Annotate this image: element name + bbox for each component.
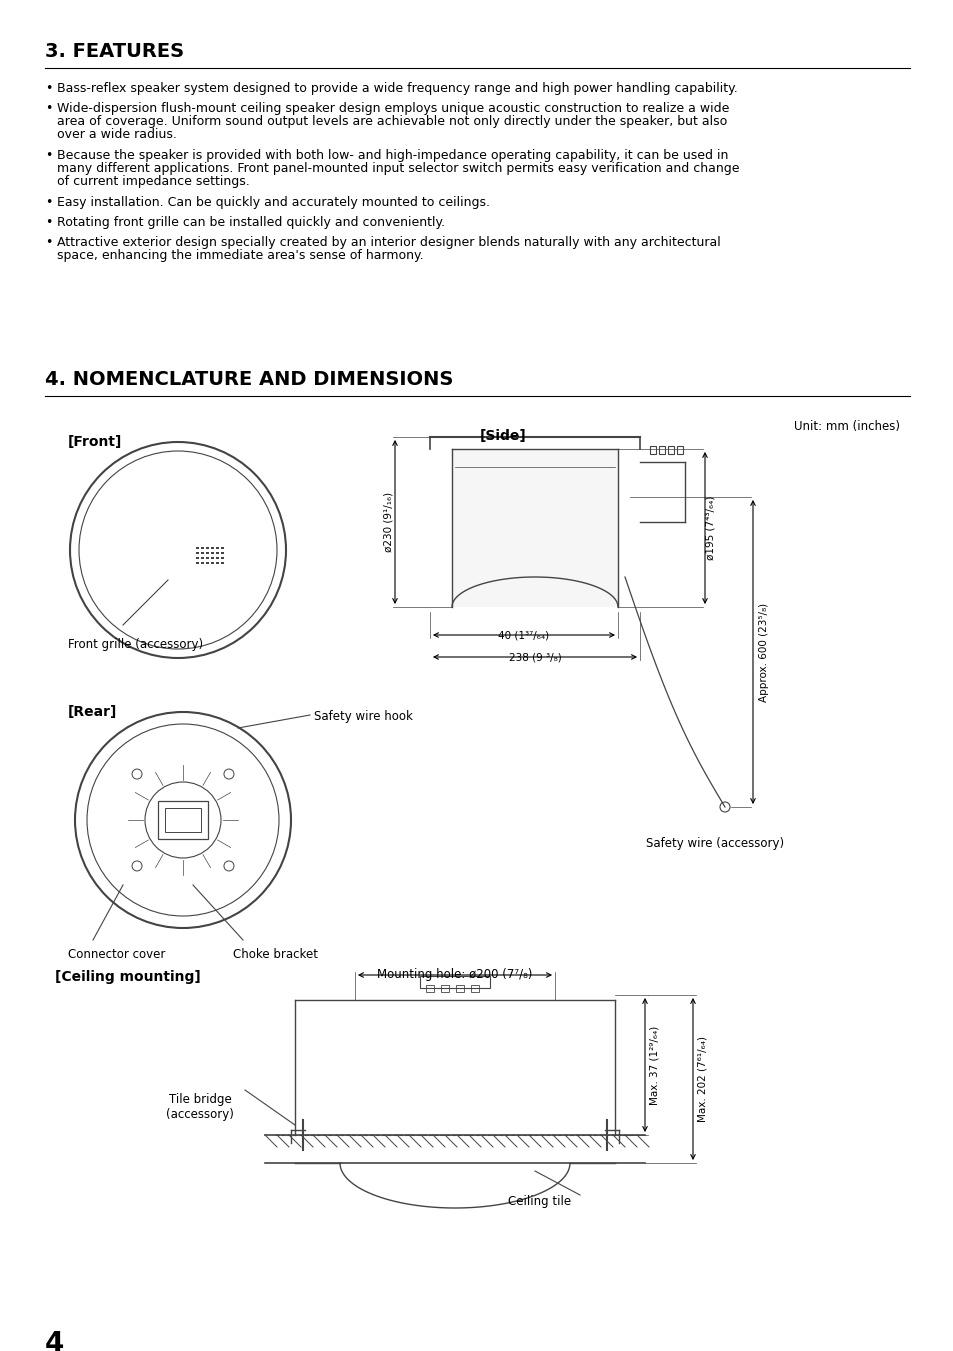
Text: •: • bbox=[45, 196, 52, 209]
Text: Max. 202 (7⁶¹/₆₄): Max. 202 (7⁶¹/₆₄) bbox=[698, 1036, 707, 1121]
Text: Ceiling tile: Ceiling tile bbox=[508, 1196, 571, 1208]
Bar bbox=[677, 446, 682, 454]
Text: ø230 (9¹/₁₆): ø230 (9¹/₁₆) bbox=[384, 492, 394, 553]
Text: •: • bbox=[45, 149, 52, 162]
Text: Bass-reflex speaker system designed to provide a wide frequency range and high p: Bass-reflex speaker system designed to p… bbox=[57, 82, 737, 95]
Bar bbox=[426, 985, 434, 992]
Bar bbox=[221, 562, 224, 563]
Bar bbox=[215, 553, 219, 554]
Bar bbox=[201, 553, 204, 554]
Bar bbox=[221, 547, 224, 549]
Bar bbox=[659, 446, 664, 454]
Text: 40 (1³⁷/₆₄): 40 (1³⁷/₆₄) bbox=[497, 630, 549, 640]
Text: 4. NOMENCLATURE AND DIMENSIONS: 4. NOMENCLATURE AND DIMENSIONS bbox=[45, 370, 453, 389]
Text: •: • bbox=[45, 101, 52, 115]
Text: Because the speaker is provided with both low- and high-impedance operating capa: Because the speaker is provided with bot… bbox=[57, 149, 727, 162]
Text: 3. FEATURES: 3. FEATURES bbox=[45, 42, 184, 61]
Bar bbox=[206, 562, 209, 563]
Text: area of coverage. Uniform sound output levels are achievable not only directly u: area of coverage. Uniform sound output l… bbox=[57, 115, 726, 128]
Text: Mounting hole: ø200 (7⁷/₈): Mounting hole: ø200 (7⁷/₈) bbox=[377, 969, 532, 981]
Bar bbox=[221, 557, 224, 559]
Bar bbox=[211, 557, 213, 559]
Text: space, enhancing the immediate area's sense of harmony.: space, enhancing the immediate area's se… bbox=[57, 249, 423, 262]
Bar bbox=[195, 547, 199, 549]
Bar bbox=[165, 808, 201, 832]
Bar bbox=[215, 547, 219, 549]
Bar bbox=[211, 562, 213, 563]
Text: Tile bridge
(accessory): Tile bridge (accessory) bbox=[166, 1093, 233, 1121]
Bar bbox=[201, 562, 204, 563]
Text: Rotating front grille can be installed quickly and conveniently.: Rotating front grille can be installed q… bbox=[57, 216, 445, 230]
Bar bbox=[201, 557, 204, 559]
Bar bbox=[215, 562, 219, 563]
Bar bbox=[452, 449, 618, 607]
Text: Front grille (accessory): Front grille (accessory) bbox=[68, 638, 203, 651]
Bar bbox=[471, 985, 478, 992]
Bar bbox=[201, 547, 204, 549]
Text: Attractive exterior design specially created by an interior designer blends natu: Attractive exterior design specially cre… bbox=[57, 236, 720, 249]
Text: Wide-dispersion flush-mount ceiling speaker design employs unique acoustic const: Wide-dispersion flush-mount ceiling spea… bbox=[57, 101, 729, 115]
Text: [Side]: [Side] bbox=[479, 430, 526, 443]
Bar bbox=[211, 547, 213, 549]
Text: •: • bbox=[45, 236, 52, 249]
Text: [Rear]: [Rear] bbox=[68, 705, 117, 719]
Bar bbox=[667, 446, 673, 454]
Bar bbox=[206, 557, 209, 559]
Bar bbox=[419, 975, 490, 988]
Text: [Ceiling mounting]: [Ceiling mounting] bbox=[55, 970, 200, 984]
Text: •: • bbox=[45, 82, 52, 95]
Text: Connector cover: Connector cover bbox=[68, 948, 165, 961]
Bar bbox=[215, 557, 219, 559]
Bar bbox=[440, 985, 449, 992]
Text: many different applications. Front panel-mounted input selector switch permits e: many different applications. Front panel… bbox=[57, 162, 739, 176]
Text: of current impedance settings.: of current impedance settings. bbox=[57, 176, 250, 188]
Bar bbox=[195, 557, 199, 559]
Text: Max. 37 (1²⁹/₆₄): Max. 37 (1²⁹/₆₄) bbox=[649, 1025, 659, 1105]
Text: [Front]: [Front] bbox=[68, 435, 122, 449]
Text: Unit: mm (inches): Unit: mm (inches) bbox=[793, 420, 899, 434]
Text: Safety wire (accessory): Safety wire (accessory) bbox=[645, 838, 783, 850]
Bar bbox=[206, 553, 209, 554]
Bar bbox=[649, 446, 656, 454]
Text: Approx. 600 (23⁵/₈): Approx. 600 (23⁵/₈) bbox=[759, 603, 768, 701]
Bar bbox=[206, 547, 209, 549]
Bar bbox=[195, 562, 199, 563]
Bar bbox=[221, 553, 224, 554]
Bar bbox=[211, 553, 213, 554]
Text: 4: 4 bbox=[45, 1329, 64, 1351]
Text: 238 (9 ³/₈): 238 (9 ³/₈) bbox=[508, 653, 560, 662]
Text: •: • bbox=[45, 216, 52, 230]
Text: ø195 (7⁴³/₆₄): ø195 (7⁴³/₆₄) bbox=[705, 496, 716, 561]
Text: Safety wire hook: Safety wire hook bbox=[314, 711, 413, 723]
Text: over a wide radius.: over a wide radius. bbox=[57, 128, 176, 141]
Text: Choke bracket: Choke bracket bbox=[233, 948, 317, 961]
Bar bbox=[456, 985, 463, 992]
Text: Easy installation. Can be quickly and accurately mounted to ceilings.: Easy installation. Can be quickly and ac… bbox=[57, 196, 490, 209]
Bar bbox=[195, 553, 199, 554]
Bar bbox=[158, 801, 208, 839]
